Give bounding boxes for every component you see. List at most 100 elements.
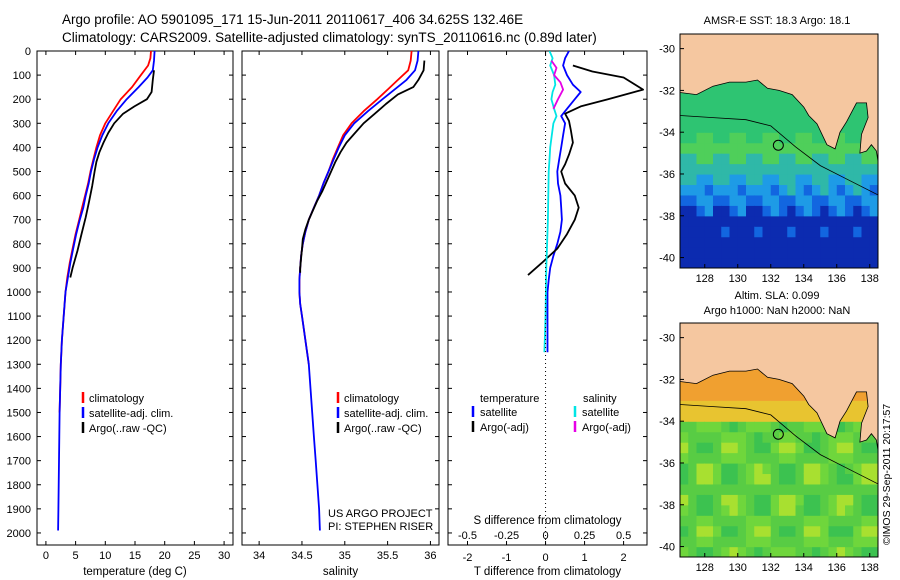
legend: climatology satellite-adj. clim. Argo(..ra… [336, 392, 428, 435]
map-cell [729, 442, 739, 454]
map-cell [787, 473, 797, 485]
map-cell [820, 462, 830, 475]
map-cell [721, 494, 731, 506]
map-cell [737, 379, 747, 391]
map-cell [737, 215, 747, 227]
map-cell [845, 536, 854, 548]
map-cell [820, 194, 830, 206]
x-tick-label-salinity: 0.5 [616, 530, 631, 542]
map-cell [861, 442, 871, 454]
map-cell [713, 494, 722, 506]
map-cell [861, 153, 871, 165]
annotation-text: PI: STEPHEN RISER [328, 521, 433, 533]
map-cell [729, 132, 739, 144]
map-cell [704, 247, 714, 259]
x-tick-label: 34 [253, 550, 265, 562]
map-cell [762, 163, 772, 175]
map-cell [787, 173, 797, 186]
map-cell [845, 132, 854, 144]
map-cell [812, 121, 821, 133]
map-cell [869, 215, 878, 227]
map-cell [721, 515, 731, 527]
map2-title-line1: Altim. SLA: 0.099 [734, 290, 820, 302]
map-cell [779, 205, 788, 217]
map-cell [713, 236, 722, 248]
map-cell [754, 473, 764, 485]
map-cell [812, 483, 821, 495]
map-cell [704, 215, 714, 227]
map-cell [737, 111, 747, 123]
map-cell [729, 173, 739, 186]
map-cell [746, 494, 755, 506]
map-field [680, 34, 878, 268]
map-cell [754, 79, 764, 92]
map-cell [729, 79, 739, 92]
x-tick-label: 1 [582, 552, 588, 564]
map-cell [845, 247, 854, 259]
x-tick-label: 136 [828, 273, 846, 285]
map-cell [704, 504, 714, 516]
map-cell [787, 421, 797, 433]
map-cell [688, 247, 698, 259]
y-tick-label: 400 [13, 142, 31, 154]
map-cell [737, 410, 747, 422]
map-cell [787, 257, 797, 268]
map-cell [713, 100, 722, 112]
argo-position-marker [772, 428, 784, 440]
x-tick-label-salinity: -0.5 [458, 530, 477, 542]
map-cell [696, 100, 706, 112]
map-cell [688, 536, 698, 548]
map-cell [713, 515, 722, 527]
map-cell [713, 379, 722, 391]
map-cell [803, 515, 813, 527]
map-cell [762, 473, 772, 485]
map-cell [812, 473, 821, 485]
map-cell [812, 546, 821, 557]
map-cell [787, 226, 797, 238]
map-cell [770, 236, 780, 248]
map-cell [680, 111, 689, 123]
map-cell [680, 442, 689, 454]
map-cell [704, 494, 714, 506]
map-cell [795, 184, 805, 196]
map-cell [713, 546, 722, 557]
map-cell [754, 121, 764, 133]
map-cell [737, 400, 747, 412]
map-cell [812, 410, 821, 422]
map-cell [721, 236, 731, 248]
map-cell [721, 121, 731, 133]
map-cell [795, 483, 805, 495]
map-cell [762, 205, 772, 217]
map-cell [754, 205, 764, 217]
map-cell [845, 421, 854, 433]
map-cell [779, 515, 788, 527]
map-cell [729, 379, 739, 391]
map-cell [779, 389, 788, 401]
map-cell [713, 173, 722, 186]
map-cell [696, 473, 706, 485]
legend-label: Argo(..raw -QC) [344, 423, 422, 435]
map-cell [787, 111, 797, 123]
map-cell [853, 226, 863, 238]
map-cell [762, 194, 772, 206]
map-cell [696, 121, 706, 133]
map-cell [704, 194, 714, 206]
map-cell [696, 431, 706, 443]
map-cell [869, 205, 878, 217]
y-tick-label: 1100 [7, 311, 31, 323]
map-cell [696, 153, 706, 165]
map-cell [762, 173, 772, 186]
map-cell [729, 153, 739, 165]
map-cell [721, 173, 731, 186]
map-cell [746, 400, 755, 412]
map-cell [779, 483, 788, 495]
map-cell [779, 379, 788, 391]
series-line [550, 60, 564, 110]
map-cell [812, 452, 821, 464]
map-cell [688, 215, 698, 227]
map-cell [737, 546, 747, 557]
map-cell [770, 400, 780, 412]
series-group [57, 51, 156, 531]
map-cell [713, 410, 722, 422]
map-cell [737, 525, 747, 537]
